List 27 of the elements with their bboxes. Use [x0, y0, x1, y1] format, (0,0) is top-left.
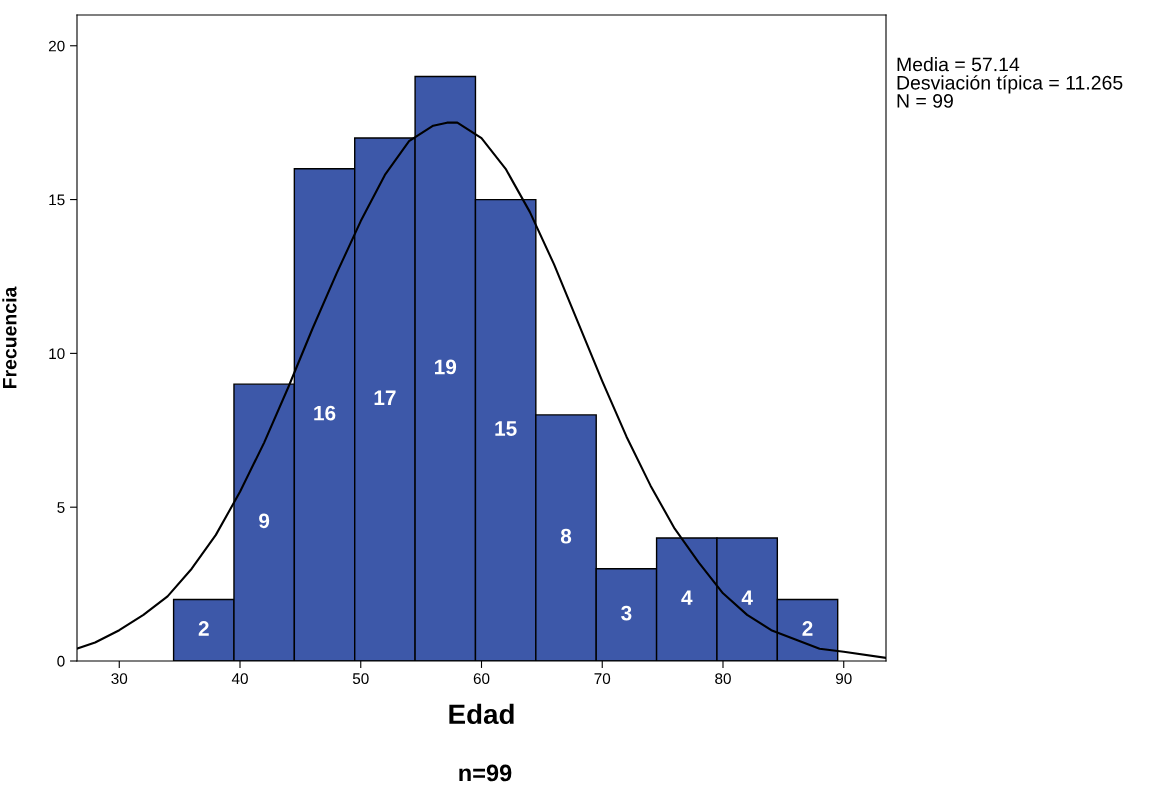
x-tick-label: 30 — [111, 673, 128, 685]
x-tick-label: 70 — [594, 673, 611, 685]
data-label: 8 — [560, 528, 572, 544]
y-tick-label: 20 — [48, 40, 65, 52]
data-label: 19 — [435, 359, 457, 375]
data-label: 2 — [802, 621, 813, 636]
x-tick-label: 90 — [835, 673, 852, 685]
data-label: 4 — [741, 590, 753, 605]
y-tick-label: 15 — [49, 194, 65, 206]
data-label: 3 — [621, 605, 632, 621]
x-axis-title: Edad — [449, 703, 514, 725]
x-tick-label: 60 — [473, 673, 490, 685]
x-tick-label: 40 — [231, 673, 248, 685]
data-label: 9 — [259, 513, 270, 529]
text: n=99 — [459, 764, 512, 782]
x-tick-label: 80 — [715, 673, 731, 685]
y-tick-label: 5 — [57, 502, 65, 513]
y-tick-label: 10 — [49, 348, 65, 360]
y-tick-label: 0 — [57, 655, 65, 667]
data-label: 15 — [495, 421, 517, 436]
text: Media = 57.14 Desviación típica = 11.265 N = 99 — [897, 57, 1123, 108]
data-label: 16 — [314, 405, 336, 421]
data-label: 2 — [198, 621, 209, 636]
data-label: 4 — [681, 590, 693, 605]
y-axis-title: Frecuencia — [2, 286, 17, 389]
data-label: 17 — [374, 390, 396, 405]
x-tick-label: 50 — [352, 673, 369, 685]
